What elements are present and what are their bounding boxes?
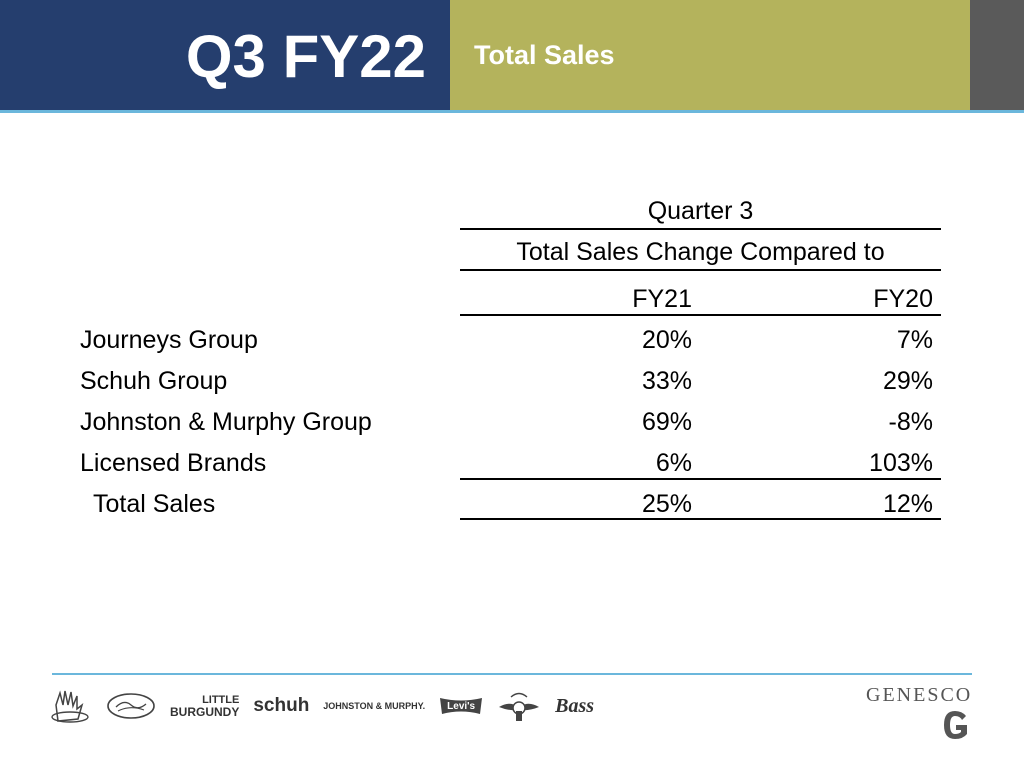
row-value-fy20: 103% <box>869 449 933 477</box>
row-value-fy21: 69% <box>641 408 692 436</box>
header-title-panel: Q3 FY22 <box>0 0 450 110</box>
sales-change-table: Quarter 3 Total Sales Change Compared to… <box>80 192 941 526</box>
johnston-murphy-logo: JOHNSTON & MURPHY. <box>323 701 426 711</box>
little-burgundy-logo-top: LITTLE <box>202 694 240 706</box>
table-row: Schuh Group 33% 29% <box>80 362 941 403</box>
column-header-fy21: FY21 <box>632 285 692 313</box>
table-row: Johnston & Murphy Group 69% -8% <box>80 403 941 444</box>
row-value-fy21: 6% <box>655 449 692 477</box>
row-label: Journeys Group <box>80 326 258 354</box>
row-value-fy20: -8% <box>888 408 933 436</box>
dockers-wings-logo-icon <box>497 687 541 725</box>
footer-rule <box>52 673 972 675</box>
row-value-fy20: 29% <box>882 367 933 395</box>
header-subtitle-panel: Total Sales <box>450 0 970 110</box>
bass-logo: Bass <box>555 694 595 717</box>
journeys-kidz-logo-icon <box>106 691 156 721</box>
table-rule <box>460 269 941 271</box>
row-label: Johnston & Murphy Group <box>80 408 372 436</box>
levis-logo: Levi's <box>439 696 483 716</box>
header-rule <box>0 110 1024 113</box>
table-rule <box>460 314 941 316</box>
row-value-fy20: 7% <box>896 326 933 354</box>
subheader: Total Sales Change Compared to <box>516 238 885 266</box>
row-value-fy21: 20% <box>641 326 692 354</box>
total-value-fy20: 12% <box>882 490 933 518</box>
table-subheader-row: Total Sales Change Compared to <box>80 233 941 274</box>
row-value-fy21: 33% <box>641 367 692 395</box>
brand-logo-strip: LITTLE BURGUNDY schuh JOHNSTON & MURPHY.… <box>48 686 608 726</box>
company-g-logo-icon <box>940 708 972 747</box>
total-value-fy21: 25% <box>641 490 692 518</box>
company-logo-text: GENESCO <box>866 684 973 706</box>
group-header: Quarter 3 <box>647 197 754 225</box>
levis-logo-text: Levi's <box>447 700 476 712</box>
little-burgundy-logo: LITTLE BURGUNDY <box>170 694 239 718</box>
page-subtitle: Total Sales <box>474 40 615 70</box>
table-rule <box>460 518 941 520</box>
table-rule <box>460 228 941 230</box>
table-row: Journeys Group 20% 7% <box>80 321 941 362</box>
table-total-row: Total Sales 25% 12% <box>80 485 941 526</box>
table-column-header-row: FY21 FY20 <box>80 280 941 321</box>
column-header-fy20: FY20 <box>873 285 933 313</box>
header-accent-panel <box>970 0 1024 110</box>
page-title: Q3 FY22 <box>185 23 426 90</box>
table-rule <box>460 478 941 480</box>
little-burgundy-logo-bottom: BURGUNDY <box>170 705 240 719</box>
row-label: Schuh Group <box>80 367 228 395</box>
total-label: Total Sales <box>93 490 216 518</box>
schuh-logo: schuh <box>253 695 310 716</box>
journeys-hand-logo-icon <box>48 687 92 725</box>
table-row: Licensed Brands 6% 103% <box>80 444 941 485</box>
table-group-header-row: Quarter 3 <box>80 192 941 233</box>
row-label: Licensed Brands <box>80 449 267 477</box>
